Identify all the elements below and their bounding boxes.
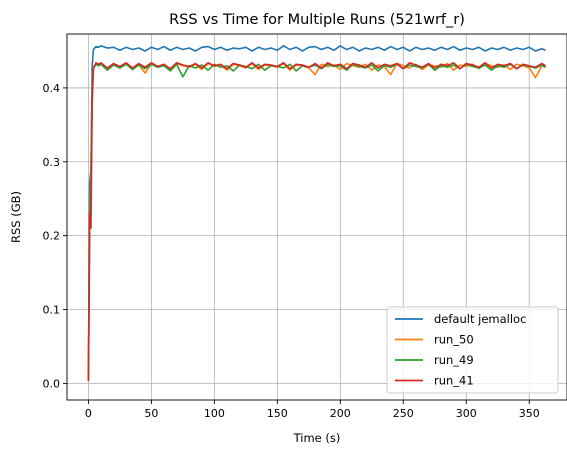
x-axis-ticks: 0 50 100 150 200 250 300 350 [85,400,540,420]
x-tick-label: 350 [519,407,540,420]
y-tick-label: 0.4 [43,82,61,95]
x-tick-label: 200 [330,407,351,420]
legend: default jemalloc run_50 run_49 run_41 [386,306,559,394]
x-tick-label: 150 [267,407,288,420]
legend-label-run-41: run_41 [434,374,474,388]
chart-title: RSS vs Time for Multiple Runs (521wrf_r) [169,12,465,28]
series-line-run-41 [87,62,546,382]
legend-label-run-49: run_49 [434,353,474,367]
y-axis-label: RSS (GB) [9,191,23,243]
legend-box [386,306,559,394]
y-tick-label: 0.2 [43,230,61,243]
y-tick-label: 0.3 [43,156,61,169]
y-tick-label: 0.0 [43,377,61,390]
series-lines [87,45,546,382]
x-tick-label: 250 [393,407,414,420]
legend-label-default-jemalloc: default jemalloc [434,312,526,326]
x-axis-label: Time (s) [293,431,341,445]
x-tick-label: 50 [144,407,158,420]
x-tick-label: 0 [85,407,92,420]
series-line-default-jemalloc [87,45,546,376]
y-tick-label: 0.1 [43,304,61,317]
y-axis-ticks: 0.0 0.1 0.2 0.3 0.4 [43,82,67,390]
legend-label-run-50: run_50 [434,333,474,347]
x-tick-label: 100 [204,407,225,420]
x-tick-label: 300 [456,407,477,420]
plot-frame [66,33,567,401]
